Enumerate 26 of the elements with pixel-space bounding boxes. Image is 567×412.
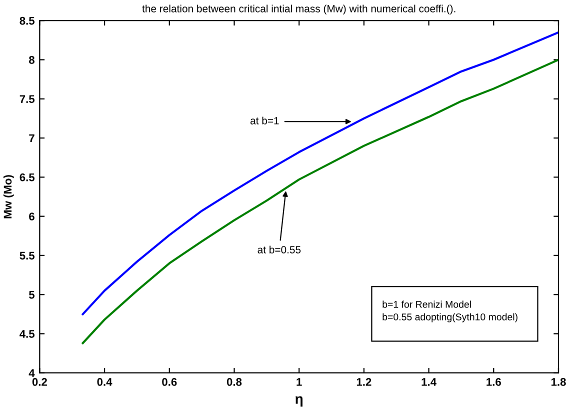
- x-tick-label: 1.8: [551, 378, 566, 386]
- y-tick-label: 5.5: [20, 252, 35, 260]
- annotation: b=1 for Renizi Model b=0.55 adopting(Syth10 model): [382, 300, 518, 322]
- y-tick-label: 7: [29, 134, 34, 142]
- x-tick-label: 0.4: [97, 378, 112, 386]
- y-tick-label: 4.5: [20, 330, 35, 338]
- y-tick-label: 6.5: [20, 173, 35, 182]
- x-tick-label: 1.2: [356, 378, 372, 386]
- line-series: [82, 58, 558, 344]
- y-tick-label: 4: [28, 369, 35, 377]
- x-tick-label: 1: [296, 378, 302, 386]
- y-tick-label: 5: [28, 290, 35, 299]
- x-tick-label: 0.2: [32, 378, 47, 386]
- x-tick-label: 0.6: [162, 378, 177, 386]
- x-tick-label: 0.8: [226, 378, 242, 386]
- y-tick-label: 8: [29, 56, 34, 64]
- y-axis-title: Mw (Mo): [3, 175, 14, 218]
- x-tick-label: 1.6: [486, 378, 501, 386]
- x-axis-title: η: [296, 396, 302, 407]
- chart-title: the relation between critical intial mass (Mw) with numerical coeffi.().: [142, 4, 456, 14]
- x-tick-label: 1.4: [422, 378, 436, 386]
- y-tick-label: 8.5: [20, 16, 35, 25]
- y-tick-label: 7.5: [20, 95, 35, 104]
- y-tick-label: 6: [29, 212, 34, 220]
- annotation: at b=1: [250, 116, 279, 124]
- annotation: at b=0.55: [258, 246, 301, 254]
